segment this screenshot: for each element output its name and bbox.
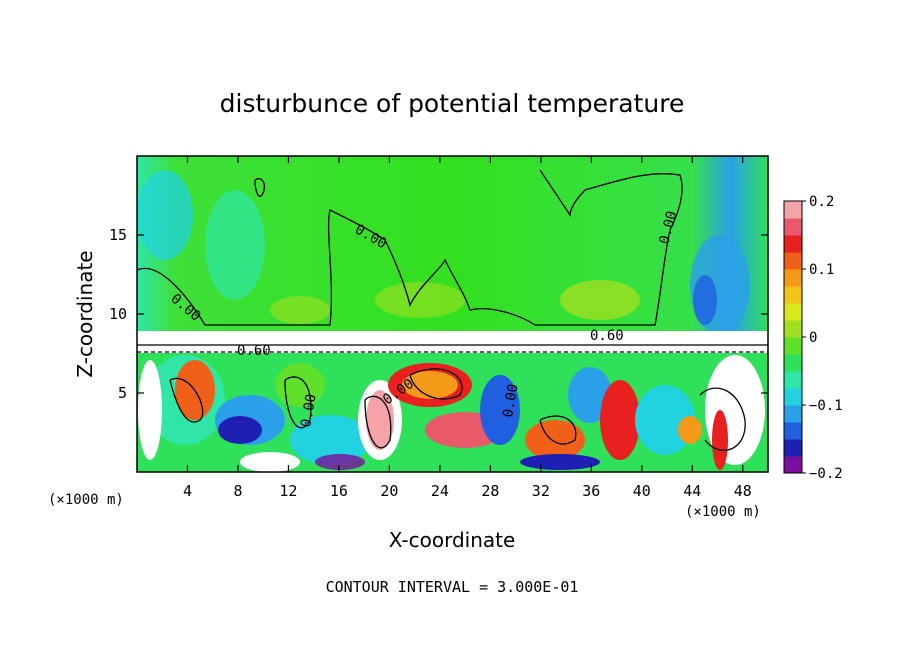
tropopause-band: [137, 331, 768, 353]
contour-label: 0.60: [237, 343, 271, 359]
colorbar-segment: [784, 405, 802, 423]
x-tick-label: 28: [481, 482, 499, 500]
eddy: [480, 375, 520, 445]
colorbar-segment: [784, 303, 802, 321]
x-tick-label: 24: [431, 482, 449, 500]
colorbar-segment: [784, 439, 802, 457]
colorbar-segment: [784, 252, 802, 270]
cyan-patch: [137, 170, 193, 260]
x-tick-label: 8: [233, 482, 242, 500]
colorbar-tick-label: −0.1: [809, 398, 843, 414]
eddy: [275, 363, 325, 407]
colorbar-ticks: 0.2 0.1 0 −0.1 −0.2: [802, 194, 843, 482]
colorbar-segment: [784, 201, 802, 219]
y-tick-label: 10: [109, 305, 127, 323]
colorbar-segment: [784, 456, 802, 474]
colorbar-segment: [784, 388, 802, 406]
colorbar-tick-label: 0: [809, 330, 817, 346]
x-tick-label: 44: [683, 482, 701, 500]
eddy: [525, 420, 585, 460]
x-tick-label: 16: [330, 482, 348, 500]
x-tick-label: 12: [279, 482, 297, 500]
contour-line: [254, 178, 266, 197]
x-tick-label: 36: [582, 482, 600, 500]
colorbar-segment: [784, 269, 802, 287]
contour-line: [364, 395, 392, 449]
cyan-patch: [205, 190, 265, 300]
y-tick-label: 15: [109, 226, 127, 244]
contour-line: [699, 387, 746, 451]
contour-label: 0.60: [590, 328, 624, 344]
y-axis-label: Z-coordinate: [73, 250, 97, 377]
plot-area: 0.00 0.00 0.00 0.00 0.00 0.60 0.60 0.00: [137, 156, 768, 472]
yellow-patch: [375, 282, 465, 318]
y-tick-label: 5: [118, 384, 127, 402]
contour-interval-note: CONTOUR INTERVAL = 3.000E-01: [326, 578, 579, 596]
eddy: [520, 454, 600, 470]
eddy: [218, 416, 262, 444]
chart-title: disturbunce of potential temperature: [220, 89, 685, 118]
eddy: [678, 416, 702, 444]
contour-label: 0.00: [298, 393, 320, 429]
x-axis-label: X-coordinate: [389, 528, 516, 552]
colorbar-segment: [784, 337, 802, 355]
x-axis-ticks: 4 8 12 16 20 24 28 32 36 40 44 48: [183, 156, 752, 500]
yellow-patch: [270, 296, 330, 324]
colorbar-segment: [784, 371, 802, 389]
eddy: [366, 390, 394, 450]
eddy: [402, 371, 458, 399]
colorbar: [784, 201, 802, 474]
x-unit-right: (×1000 m): [685, 504, 761, 520]
blue-patch: [693, 275, 717, 325]
contour-line: [539, 415, 577, 445]
colorbar-segment: [784, 235, 802, 253]
eddy: [290, 415, 370, 465]
colorbar-tick-label: 0.2: [809, 194, 834, 210]
contour-line: [137, 169, 683, 326]
colorbar-segment: [784, 354, 802, 372]
colorbar-segment: [784, 286, 802, 304]
contour-label: 0.00: [500, 383, 522, 419]
colorbar-segment: [784, 218, 802, 236]
colorbar-tick-label: 0.1: [809, 262, 834, 278]
colorbar-segment: [784, 320, 802, 338]
x-tick-label: 20: [380, 482, 398, 500]
x-tick-label: 48: [734, 482, 752, 500]
x-tick-label: 40: [633, 482, 651, 500]
eddy: [315, 454, 365, 470]
contour-line: [169, 377, 204, 423]
y-axis-ticks: 5 10 15: [109, 226, 768, 402]
x-unit-left: (×1000 m): [48, 492, 124, 508]
colorbar-tick-label: −0.2: [809, 466, 843, 482]
eddy: [240, 452, 300, 472]
contour-line: [284, 376, 312, 429]
yellow-patch: [560, 280, 640, 320]
x-tick-label: 32: [532, 482, 550, 500]
contour-line: [409, 368, 463, 400]
eddy: [138, 360, 162, 460]
eddy: [712, 410, 728, 470]
contour-lines: [137, 169, 768, 451]
colorbar-segment: [784, 422, 802, 440]
x-tick-label: 4: [183, 482, 192, 500]
eddy: [600, 380, 640, 460]
turbulent-eddies: [138, 355, 765, 472]
